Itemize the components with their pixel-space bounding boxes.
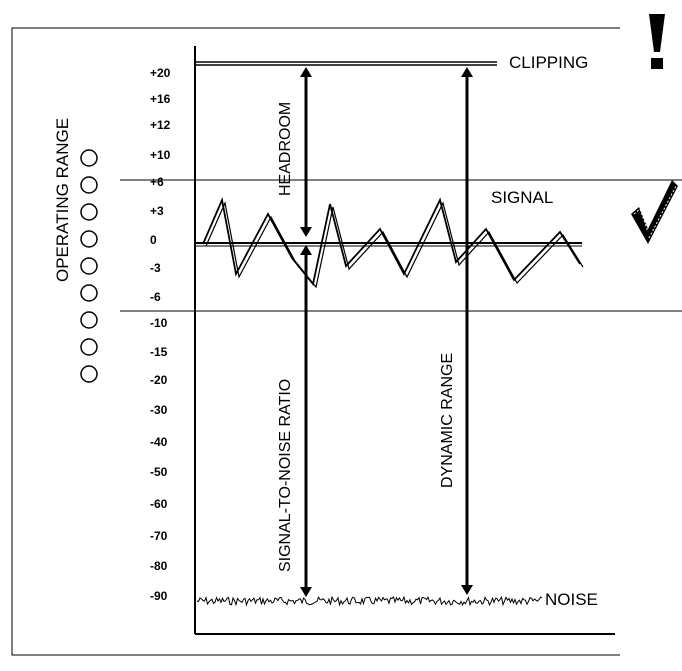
signal-waveform-shadow [205, 200, 584, 289]
scale-tick-label: -20 [150, 373, 168, 387]
headroom-label: HEADROOM [277, 102, 294, 196]
indicator-led [80, 203, 98, 221]
scale-tick-label: +16 [150, 92, 171, 106]
scale-tick-label: -60 [150, 497, 168, 511]
indicator-led [80, 365, 98, 383]
dynamic-range-label: DYNAMIC RANGE [439, 353, 456, 488]
warning-exclamation-icon: ! [0, 0, 665, 69]
signal-to-noise-label: SIGNAL-TO-NOISE RATIO [277, 379, 294, 572]
scale-tick-label: +6 [150, 175, 164, 189]
scale-tick-label: -3 [150, 261, 161, 275]
checkmark-icon [631, 180, 678, 244]
indicator-led [80, 284, 98, 302]
scale-tick-label: -40 [150, 435, 168, 449]
indicator-led [80, 257, 98, 275]
scale-tick-label: -90 [150, 589, 168, 603]
signal-waveform [202, 196, 581, 287]
scale-tick-label: +3 [150, 204, 164, 218]
scale-tick-label: -15 [150, 345, 168, 359]
scale-tick-label: +10 [150, 148, 171, 162]
scale-tick-label: +20 [150, 66, 171, 80]
level-scale: +20 +16 +12 +10 +6 +3 0 -3 -6 -10 -15 -20 -30 -40 -50 -… [150, 66, 171, 603]
scale-tick-label: 0 [150, 233, 157, 247]
indicator-led [80, 230, 98, 248]
noise-floor [196, 595, 543, 607]
scale-tick-label: -10 [150, 316, 168, 330]
operating-range-label: OPERATING RANGE [53, 118, 72, 282]
indicator-led [80, 149, 98, 167]
scale-tick-label: -30 [150, 403, 168, 417]
warning-mark: ! [0, 0, 1, 1]
indicator-led-column [80, 149, 98, 383]
noise-label: NOISE [545, 590, 598, 609]
indicator-led [80, 311, 98, 329]
diagram-frame [11, 27, 620, 656]
clipping-label: CLIPPING [509, 53, 588, 72]
scale-tick-label: -50 [150, 465, 168, 479]
signal-label: SIGNAL [491, 188, 553, 207]
indicator-led [80, 338, 98, 356]
scale-tick-label: +12 [150, 118, 171, 132]
indicator-led [80, 176, 98, 194]
scale-tick-label: -6 [150, 290, 161, 304]
scale-tick-label: -80 [150, 559, 168, 573]
scale-tick-label: -70 [150, 529, 168, 543]
